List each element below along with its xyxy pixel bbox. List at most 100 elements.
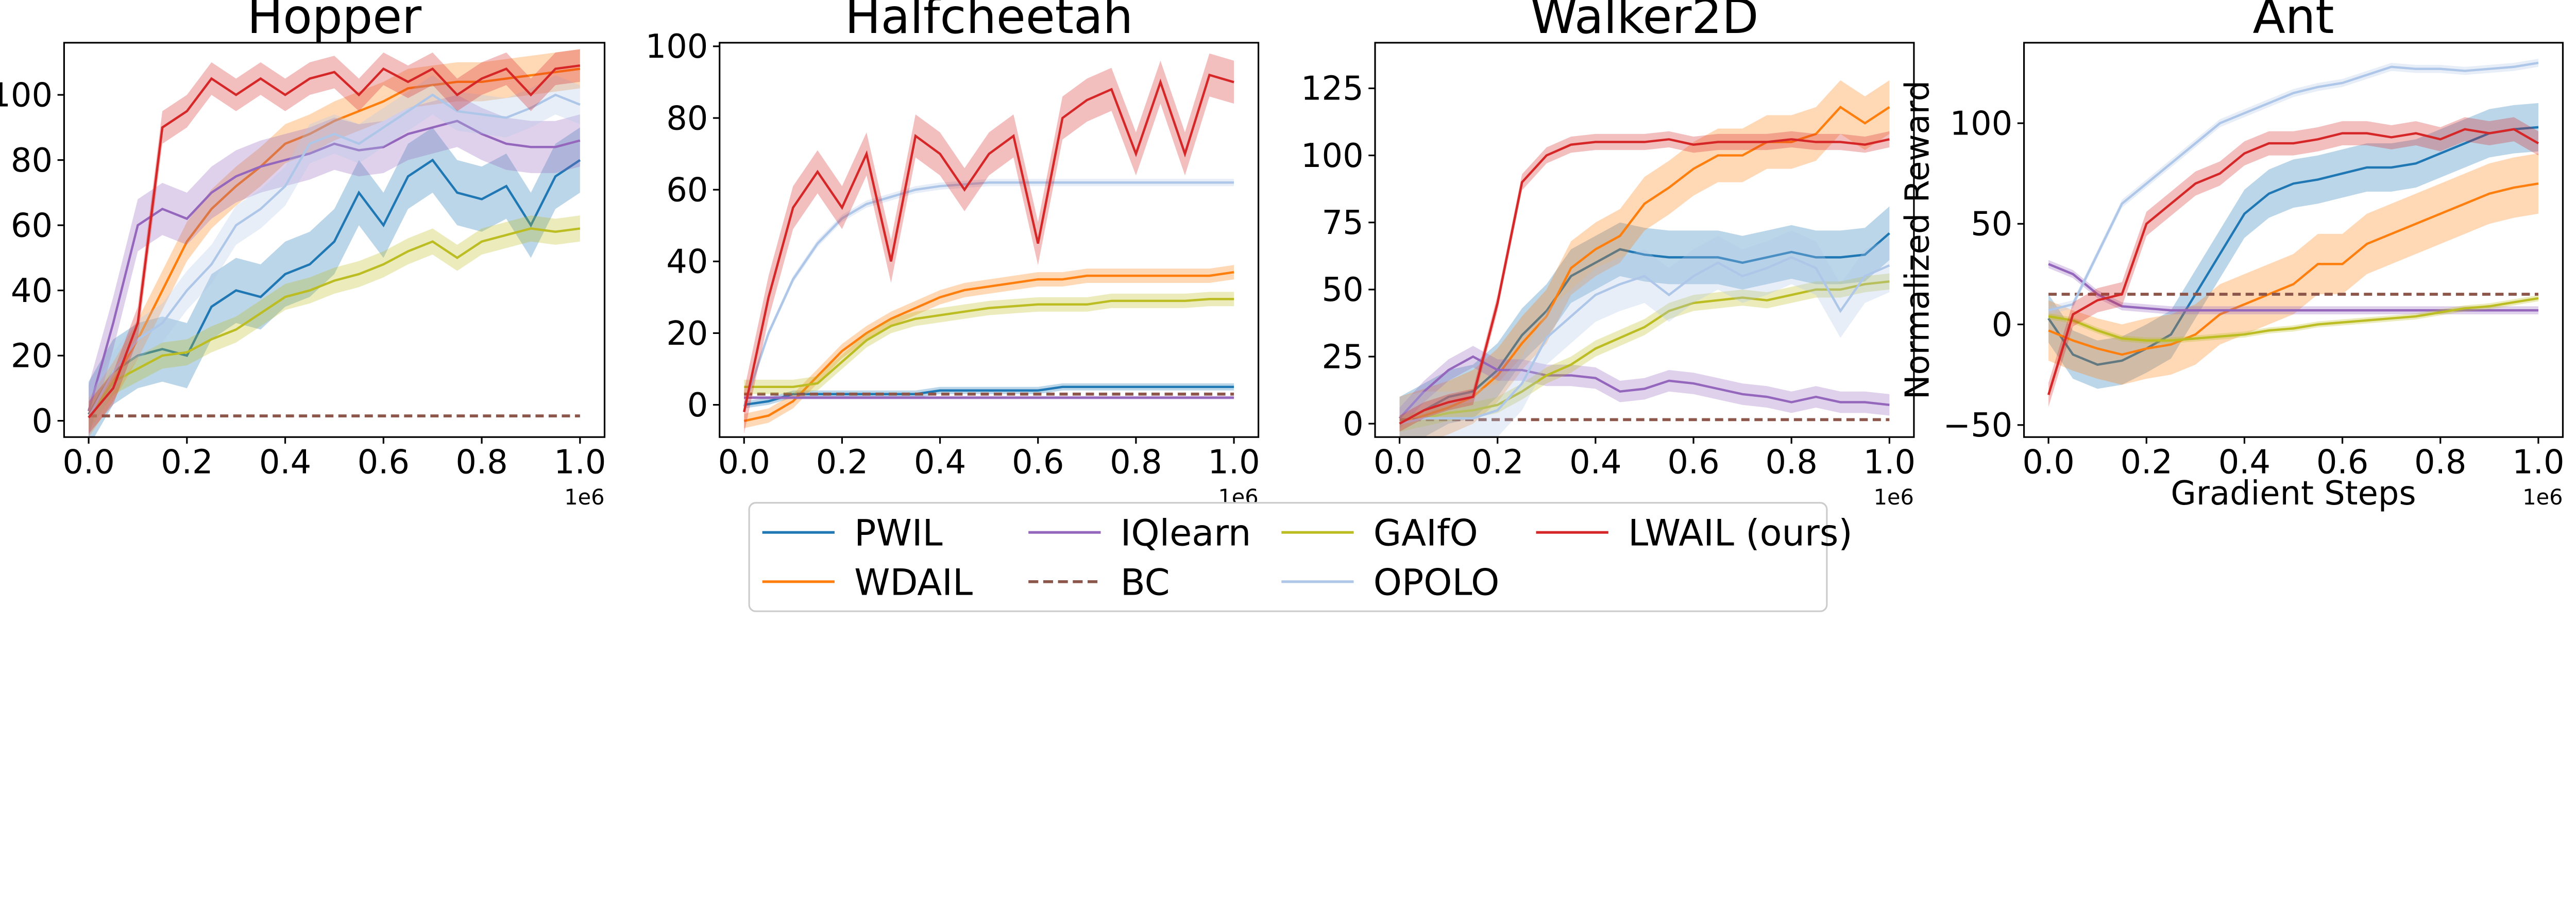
x-tick-label: 0.4 <box>259 443 311 481</box>
y-tick-label: 100 <box>646 28 708 66</box>
legend-label: BC <box>1121 561 1170 603</box>
x-tick-label: 1.0 <box>1208 443 1260 481</box>
x-tick-label: 0.6 <box>1667 443 1719 481</box>
band-wdail <box>1399 80 1890 437</box>
x-tick-label: 1.0 <box>2512 443 2564 481</box>
y-tick-label: 25 <box>1322 338 1364 376</box>
y-tick-label: 50 <box>1322 271 1364 309</box>
chart-title: Hopper <box>247 0 422 44</box>
chart-title: Walker2D <box>1530 0 1758 44</box>
legend: PWIL WDAIL IQlearn BC GAIfO OPOLO LWAIL (ours) <box>748 502 1853 612</box>
legend-item-opolo: OPOLO <box>1281 561 1499 603</box>
legend-label: IQlearn <box>1121 512 1251 554</box>
band-opolo <box>1399 230 1890 437</box>
y-tick-label: 100 <box>1301 137 1364 175</box>
axes-frame <box>63 42 606 438</box>
x-tick-label: 0.8 <box>1110 443 1162 481</box>
legend-label: LWAIL (ours) <box>1628 512 1853 554</box>
x-tick-label: 0.2 <box>161 443 213 481</box>
x-offset-label: 1e6 <box>1874 485 1914 510</box>
legend-item-lwail: LWAIL (ours) <box>1536 512 1853 554</box>
axes-frame <box>1374 42 1915 438</box>
x-tick-label: 0.2 <box>816 443 868 481</box>
plot-area <box>2047 59 2539 407</box>
band-lwail <box>744 53 1234 434</box>
band-gaifo <box>89 215 580 431</box>
y-tick-label: 80 <box>11 142 53 180</box>
x-tick-label: 0.0 <box>62 443 114 481</box>
band-iqlearn <box>89 95 580 437</box>
x-tick-label: 0.2 <box>2121 443 2173 481</box>
band-iqlearn <box>1399 346 1890 429</box>
x-tick-label: 0.0 <box>1374 443 1426 481</box>
y-tick-label: 0 <box>31 402 53 441</box>
legend-item-iqlearn: IQlearn <box>1028 512 1251 554</box>
axes-frame <box>2023 42 2564 438</box>
plot-area <box>1398 80 1890 437</box>
legend-item-bc: BC <box>1028 561 1170 603</box>
band-opolo <box>2048 59 2538 315</box>
y-tick-label: 40 <box>666 243 708 281</box>
x-tick-label: 0.8 <box>2414 443 2466 481</box>
y-tick-label: 60 <box>666 171 708 209</box>
y-tick-label: 125 <box>1301 70 1364 108</box>
band-iqlearn <box>2048 260 2538 315</box>
y-tick-label: −50 <box>1943 407 2013 445</box>
y-tick-label: 100 <box>0 76 53 114</box>
legend-item-gaifo: GAIfO <box>1281 512 1478 554</box>
legend-label: GAIfO <box>1374 512 1478 554</box>
y-tick-label: 40 <box>11 272 53 310</box>
x-tick-label: 0.4 <box>2218 443 2270 481</box>
x-axis-label: Gradient Steps <box>2171 475 2416 513</box>
x-tick-label: 0.8 <box>455 443 507 481</box>
x-tick-label: 1.0 <box>1863 443 1916 481</box>
legend-label: PWIL <box>854 512 942 554</box>
y-tick-label: 50 <box>1971 206 2012 244</box>
x-tick-label: 0.6 <box>1012 443 1064 481</box>
x-tick-label: 0.8 <box>1765 443 1817 481</box>
x-tick-label: 0.6 <box>2316 443 2368 481</box>
y-tick-label: 100 <box>1950 105 2013 143</box>
band-lwail <box>89 49 580 434</box>
y-tick-label: 0 <box>1992 306 2013 344</box>
panel-walker2d: 0.0 0.2 0.4 0.6 0.8 1.0 0 25 50 75 100 125 1e6 Walker… <box>1301 0 1916 510</box>
legend-frame <box>748 502 1828 612</box>
y-tick-label: 20 <box>666 315 708 353</box>
x-tick-label: 0.4 <box>1569 443 1621 481</box>
x-offset-label: 1e6 <box>564 485 604 510</box>
panel-halfcheetah: 0.0 0.2 0.4 0.6 0.8 1.00204060801001e6Halfche… <box>646 0 1260 510</box>
legend-item-pwil: PWIL <box>762 512 943 554</box>
legend-item-wdail: WDAIL <box>762 561 973 603</box>
legend-label: OPOLO <box>1374 561 1500 603</box>
y-axis-label: Normalized Reward <box>1899 80 1937 399</box>
band-wdail <box>744 265 1234 428</box>
band-pwil <box>744 383 1234 409</box>
y-tick-label: 0 <box>1343 405 1364 443</box>
y-tick-label: 60 <box>11 207 53 245</box>
chart-title: Ant <box>2252 0 2334 44</box>
y-tick-label: 20 <box>11 337 53 375</box>
x-tick-label: 0.0 <box>2022 443 2074 481</box>
y-tick-label: 80 <box>666 99 708 138</box>
panel-hopper: 0.0 0.2 0.4 0.6 0.8 1.0 0 20 40 60 80 100 1e6 Hopper <box>0 0 606 510</box>
band-opolo <box>89 75 580 437</box>
x-tick-label: 0.6 <box>358 443 410 481</box>
plot-area <box>87 49 581 437</box>
x-offset-label: 1e6 <box>2522 485 2563 510</box>
band-gaifo <box>744 292 1234 394</box>
y-tick-label: 75 <box>1322 204 1364 242</box>
y-tick-label: 0 <box>687 386 708 425</box>
band-pwil <box>89 127 580 437</box>
x-tick-label: 1.0 <box>554 443 606 481</box>
plot-area <box>743 53 1234 434</box>
band-wdail <box>2048 153 2538 385</box>
band-pwil <box>2048 103 2538 389</box>
x-tick-label: 0.2 <box>1471 443 1523 481</box>
band-pwil <box>1399 206 1890 437</box>
axes-frame <box>719 42 1260 438</box>
x-tick-label: 0.0 <box>718 443 770 481</box>
figure: 0.00.20.40.60.81.00204060801001e6Hopper0… <box>0 0 2565 612</box>
panel-ant: 0.0 0.2 0.4 0.6 0.8 1.0 −50 0 50 100 1e6 Ant Gradien… <box>1899 0 2565 513</box>
chart-title: Halfcheetah <box>845 0 1133 44</box>
legend-label: WDAIL <box>854 561 973 603</box>
